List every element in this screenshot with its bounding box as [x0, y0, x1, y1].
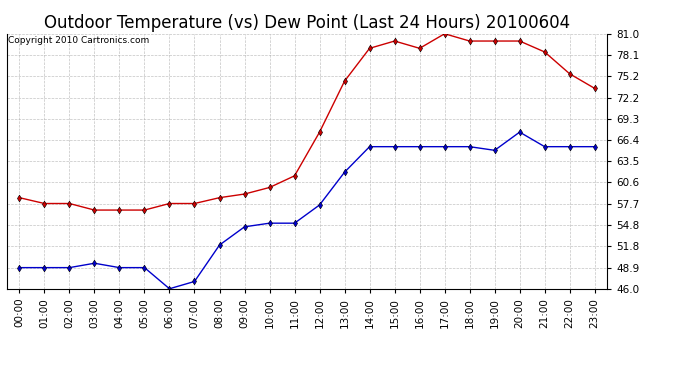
Text: Copyright 2010 Cartronics.com: Copyright 2010 Cartronics.com [8, 36, 149, 45]
Title: Outdoor Temperature (vs) Dew Point (Last 24 Hours) 20100604: Outdoor Temperature (vs) Dew Point (Last… [44, 14, 570, 32]
